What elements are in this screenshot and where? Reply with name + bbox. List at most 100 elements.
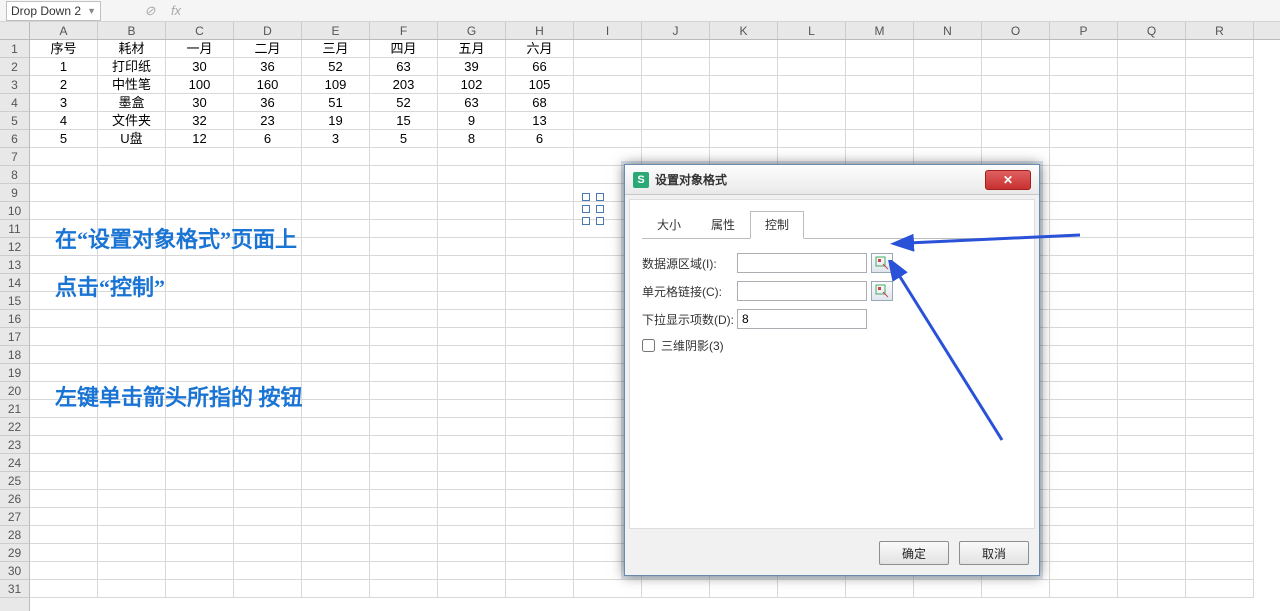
- cell[interactable]: [98, 418, 166, 436]
- cell[interactable]: [642, 112, 710, 130]
- cell[interactable]: 2: [30, 76, 98, 94]
- cell[interactable]: [1118, 58, 1186, 76]
- cell[interactable]: [1050, 130, 1118, 148]
- cell[interactable]: [506, 472, 574, 490]
- cell[interactable]: [30, 148, 98, 166]
- cell[interactable]: [166, 202, 234, 220]
- cell[interactable]: [1118, 130, 1186, 148]
- cell[interactable]: 文件夹: [98, 112, 166, 130]
- cell[interactable]: [438, 256, 506, 274]
- cell[interactable]: [30, 202, 98, 220]
- cell[interactable]: [506, 418, 574, 436]
- cell[interactable]: [1050, 202, 1118, 220]
- cell[interactable]: [30, 562, 98, 580]
- cell[interactable]: [506, 436, 574, 454]
- column-header[interactable]: R: [1186, 22, 1254, 39]
- row-header[interactable]: 13: [0, 256, 29, 274]
- cell[interactable]: [302, 328, 370, 346]
- cell[interactable]: [778, 94, 846, 112]
- cell[interactable]: [1050, 40, 1118, 58]
- cell[interactable]: 15: [370, 112, 438, 130]
- cell-link-input[interactable]: [737, 281, 867, 301]
- cell[interactable]: [166, 472, 234, 490]
- cell[interactable]: [846, 58, 914, 76]
- cell[interactable]: [1050, 436, 1118, 454]
- cell[interactable]: [982, 94, 1050, 112]
- cell[interactable]: [1118, 454, 1186, 472]
- cell[interactable]: [1118, 202, 1186, 220]
- cell[interactable]: [1186, 346, 1254, 364]
- column-header[interactable]: Q: [1118, 22, 1186, 39]
- cell[interactable]: [846, 40, 914, 58]
- cell[interactable]: [438, 508, 506, 526]
- cell[interactable]: [778, 76, 846, 94]
- cell[interactable]: [234, 418, 302, 436]
- cell[interactable]: [710, 58, 778, 76]
- cell[interactable]: [1118, 274, 1186, 292]
- cell[interactable]: [98, 490, 166, 508]
- cell[interactable]: [778, 580, 846, 598]
- cell[interactable]: [166, 328, 234, 346]
- cell[interactable]: [1050, 184, 1118, 202]
- cell[interactable]: [1118, 94, 1186, 112]
- cell[interactable]: [302, 166, 370, 184]
- select-all-corner[interactable]: [0, 22, 30, 40]
- cell[interactable]: [914, 58, 982, 76]
- cell[interactable]: [506, 274, 574, 292]
- cell[interactable]: [506, 166, 574, 184]
- cell[interactable]: [166, 148, 234, 166]
- cell[interactable]: [778, 130, 846, 148]
- cell[interactable]: [30, 544, 98, 562]
- column-header[interactable]: J: [642, 22, 710, 39]
- cell[interactable]: [710, 112, 778, 130]
- cell[interactable]: [1118, 364, 1186, 382]
- cell[interactable]: 52: [370, 94, 438, 112]
- cell[interactable]: [1186, 328, 1254, 346]
- cell[interactable]: 36: [234, 94, 302, 112]
- column-header[interactable]: C: [166, 22, 234, 39]
- cell[interactable]: 耗材: [98, 40, 166, 58]
- cell[interactable]: 32: [166, 112, 234, 130]
- cell[interactable]: [30, 472, 98, 490]
- cell[interactable]: 3: [30, 94, 98, 112]
- cell[interactable]: [370, 346, 438, 364]
- column-header[interactable]: M: [846, 22, 914, 39]
- cell[interactable]: [1118, 580, 1186, 598]
- column-header[interactable]: N: [914, 22, 982, 39]
- row-header[interactable]: 4: [0, 94, 29, 112]
- cell[interactable]: [1186, 94, 1254, 112]
- cell[interactable]: [846, 94, 914, 112]
- cell[interactable]: [1118, 76, 1186, 94]
- cell[interactable]: [1050, 544, 1118, 562]
- cell[interactable]: [438, 454, 506, 472]
- dropdown-lines-input[interactable]: [737, 309, 867, 329]
- cell[interactable]: [166, 346, 234, 364]
- cell[interactable]: [982, 76, 1050, 94]
- cell[interactable]: [1050, 220, 1118, 238]
- cell[interactable]: [302, 472, 370, 490]
- cell[interactable]: [370, 382, 438, 400]
- tab-properties[interactable]: 属性: [696, 211, 750, 239]
- cell[interactable]: [506, 544, 574, 562]
- row-header[interactable]: 1: [0, 40, 29, 58]
- cell[interactable]: [506, 490, 574, 508]
- cell[interactable]: 三月: [302, 40, 370, 58]
- cell[interactable]: [506, 148, 574, 166]
- cell[interactable]: [234, 454, 302, 472]
- cell[interactable]: [1186, 436, 1254, 454]
- cell[interactable]: [370, 472, 438, 490]
- cell[interactable]: [1186, 256, 1254, 274]
- cell[interactable]: 6: [506, 130, 574, 148]
- cell[interactable]: [166, 490, 234, 508]
- cell[interactable]: [982, 580, 1050, 598]
- cell[interactable]: 四月: [370, 40, 438, 58]
- cell[interactable]: [98, 472, 166, 490]
- column-header[interactable]: A: [30, 22, 98, 39]
- cell[interactable]: [166, 436, 234, 454]
- cell[interactable]: 3: [302, 130, 370, 148]
- cell[interactable]: [302, 436, 370, 454]
- cell[interactable]: [438, 562, 506, 580]
- row-header[interactable]: 5: [0, 112, 29, 130]
- cell[interactable]: 6: [234, 130, 302, 148]
- cell[interactable]: [574, 76, 642, 94]
